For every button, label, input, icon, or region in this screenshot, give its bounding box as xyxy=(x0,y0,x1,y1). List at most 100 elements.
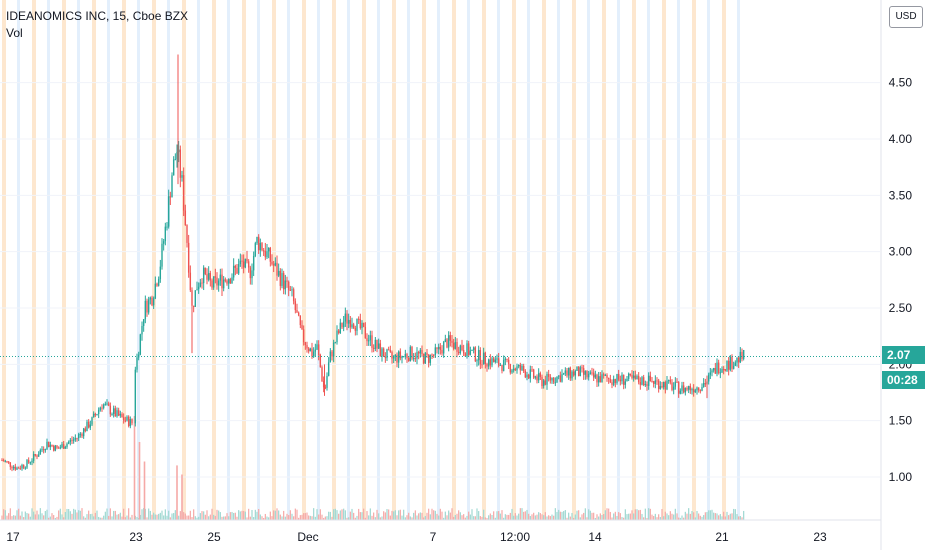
volume-bar xyxy=(203,511,205,520)
candle-body xyxy=(636,375,638,380)
candle-body xyxy=(67,442,70,444)
candle-body xyxy=(571,371,573,379)
candle-body xyxy=(484,352,487,365)
volume-bar xyxy=(6,515,8,520)
candle-body xyxy=(586,371,588,378)
candle-body xyxy=(184,210,187,226)
volume-bar xyxy=(343,508,345,520)
candle-body xyxy=(146,300,148,313)
volume-bar xyxy=(378,513,380,520)
volume-bar xyxy=(359,512,361,520)
candle-body xyxy=(567,367,570,376)
volume-bar xyxy=(341,509,343,520)
session-band-pre xyxy=(272,0,276,520)
volume-bar xyxy=(689,513,691,520)
candle-body xyxy=(461,345,463,351)
volume-bar xyxy=(408,512,410,520)
candle-body xyxy=(169,196,172,198)
volume-bar xyxy=(254,509,256,520)
candle-body xyxy=(516,366,518,371)
volume-bar xyxy=(276,508,278,520)
candle-body xyxy=(426,352,428,355)
candle-body xyxy=(354,328,357,331)
candle-body xyxy=(514,368,517,371)
candle-body xyxy=(422,354,425,364)
volume-indicator-label[interactable]: Vol xyxy=(6,26,23,40)
y-tick-label: 4.50 xyxy=(889,76,913,90)
volume-bar xyxy=(524,511,526,520)
candle-body xyxy=(271,261,273,265)
volume-bar xyxy=(328,511,330,520)
volume-bar xyxy=(429,514,431,520)
volume-bar xyxy=(634,509,636,520)
volume-bar xyxy=(458,510,460,520)
candle-body xyxy=(294,301,297,311)
candle-body xyxy=(511,370,513,373)
volume-bar xyxy=(466,515,468,520)
volume-bar xyxy=(358,508,360,520)
volume-bar xyxy=(199,513,201,520)
candle-body xyxy=(49,444,52,448)
volume-bar xyxy=(483,509,485,520)
candle-body xyxy=(459,345,462,354)
volume-bar xyxy=(334,508,336,520)
volume-bar xyxy=(28,513,30,520)
volume-bar xyxy=(16,510,18,520)
candle-body xyxy=(337,330,340,334)
candle-body xyxy=(136,357,138,370)
volume-bar xyxy=(626,514,628,520)
volume-bar xyxy=(154,514,156,520)
candle-body xyxy=(481,364,483,366)
volume-bar xyxy=(696,510,698,520)
candle-body xyxy=(296,310,298,313)
candle-body xyxy=(331,351,333,357)
candle-body xyxy=(551,377,553,381)
candle-body xyxy=(499,364,502,366)
volume-bar xyxy=(44,511,46,520)
candle-body xyxy=(739,351,742,363)
candle-body xyxy=(679,390,682,394)
session-band-post xyxy=(137,0,140,520)
volume-bar xyxy=(516,515,518,520)
volume-bar xyxy=(246,517,248,520)
candle-body xyxy=(411,346,413,359)
volume-bar xyxy=(349,511,351,520)
volume-bar xyxy=(171,513,173,520)
candle-body xyxy=(227,279,230,284)
candle-body xyxy=(691,389,693,391)
x-tick-label: Dec xyxy=(297,530,318,544)
candle-body xyxy=(581,367,583,369)
candle-body xyxy=(207,273,210,280)
candle-body xyxy=(676,381,678,383)
candle-body xyxy=(379,343,382,357)
candle-body xyxy=(244,258,247,268)
volume-bar xyxy=(491,514,493,520)
volume-bar xyxy=(609,511,611,520)
y-tick-label: 1.00 xyxy=(889,470,913,484)
candle-body xyxy=(276,262,278,276)
candle-body xyxy=(561,374,563,382)
candle-body xyxy=(142,319,145,326)
candle-body xyxy=(627,373,630,379)
candle-body xyxy=(231,277,233,284)
volume-bar xyxy=(664,511,666,520)
volume-bar xyxy=(619,513,621,520)
volume-bar xyxy=(473,516,475,520)
session-background xyxy=(2,0,740,520)
candle-body xyxy=(434,347,437,356)
currency-button[interactable]: USD xyxy=(889,6,923,28)
volume-bar xyxy=(29,516,31,520)
candle-body xyxy=(397,351,400,363)
candle-body xyxy=(351,324,353,328)
candle-body xyxy=(384,356,387,359)
candle-body xyxy=(124,420,127,422)
volume-bar xyxy=(719,514,721,520)
volume-bar xyxy=(534,515,536,520)
volume-bar xyxy=(636,509,638,520)
volume-bar xyxy=(386,509,388,520)
volume-bar xyxy=(476,508,478,520)
candle-body xyxy=(731,356,733,369)
candle-body xyxy=(216,277,218,286)
candle-body xyxy=(477,350,480,361)
